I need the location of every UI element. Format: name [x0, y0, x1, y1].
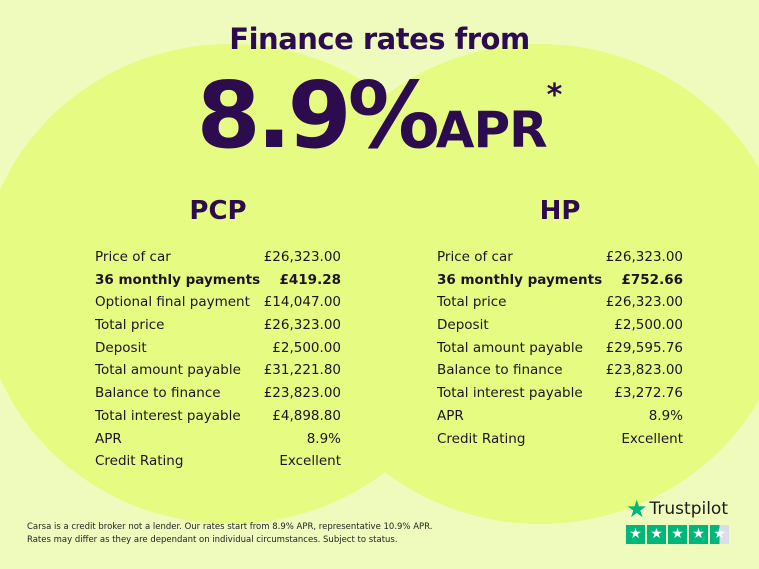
- rate-value: 8.9%: [196, 62, 440, 169]
- table-row: Balance to finance £23,823.00: [95, 382, 341, 405]
- table-row: Total interest payable £4,898.80: [95, 405, 341, 428]
- row-label: Deposit: [95, 339, 147, 356]
- table-row: Price of car £26,323.00: [437, 246, 683, 269]
- table-row: Optional final payment £14,047.00: [95, 291, 341, 314]
- table-row: Credit Rating Excellent: [95, 450, 341, 473]
- row-value: £14,047.00: [263, 294, 341, 311]
- row-value: £26,323.00: [263, 317, 341, 334]
- hp-heading: HP: [539, 196, 581, 226]
- row-value: 8.9%: [306, 430, 341, 447]
- disclaimer-line-1: Carsa is a credit broker not a lender. O…: [27, 522, 433, 532]
- row-value: £4,898.80: [272, 407, 341, 424]
- row-label: Total price: [95, 317, 165, 334]
- decor-circle-right: [290, 44, 759, 524]
- table-row: APR 8.9%: [95, 428, 341, 451]
- trustpilot-badge: ★ Trustpilot ★ ★ ★ ★ ★: [626, 495, 729, 544]
- row-value: £419.28: [279, 271, 342, 288]
- row-value: Excellent: [279, 453, 341, 470]
- row-value: Excellent: [621, 430, 683, 447]
- row-value: £26,323.00: [605, 294, 683, 311]
- row-value: 8.9%: [648, 407, 683, 424]
- row-label: Price of car: [95, 249, 171, 265]
- trustpilot-name: Trustpilot: [649, 499, 728, 519]
- headline-rate: 8.9%APR*: [0, 62, 759, 169]
- row-value: £2,500.00: [272, 339, 341, 356]
- asterisk: *: [546, 78, 563, 113]
- row-label: Balance to finance: [95, 385, 221, 402]
- row-value: £29,595.76: [605, 339, 683, 356]
- table-row: Balance to finance £23,823.00: [437, 359, 683, 382]
- rating-star-icon: ★: [689, 525, 708, 544]
- row-value: £752.66: [621, 271, 684, 288]
- row-value: £2,500.00: [614, 317, 683, 334]
- row-label: 36 monthly payments: [95, 271, 261, 288]
- row-label: Balance to finance: [437, 362, 563, 379]
- trustpilot-logo: ★ Trustpilot: [626, 495, 729, 523]
- table-row: Total price £26,323.00: [95, 314, 341, 337]
- apr-label: APR: [435, 101, 548, 159]
- table-row: Total interest payable £3,272.76: [437, 382, 683, 405]
- row-label: Credit Rating: [437, 430, 526, 447]
- disclaimer: Carsa is a credit broker not a lender. O…: [27, 521, 432, 547]
- row-value: £23,823.00: [605, 362, 683, 379]
- rating-star-icon: ★: [668, 525, 687, 544]
- row-label: APR: [95, 430, 122, 447]
- table-row: Total amount payable £31,221.80: [95, 359, 341, 382]
- row-value: £31,221.80: [263, 362, 341, 379]
- star-icon: ★: [626, 495, 648, 523]
- table-row: 36 monthly payments £752.66: [437, 269, 683, 292]
- rating-star-icon: ★: [647, 525, 666, 544]
- row-label: Price of car: [437, 249, 513, 265]
- trustpilot-rating: ★ ★ ★ ★ ★: [626, 525, 729, 544]
- hp-panel: HP Price of car £26,323.00 36 monthly paym…: [437, 196, 683, 450]
- row-label: Total price: [437, 294, 507, 311]
- table-row: Deposit £2,500.00: [95, 337, 341, 360]
- row-value: £3,272.76: [614, 385, 683, 402]
- rating-star-icon: ★: [710, 525, 729, 544]
- row-value: £23,823.00: [263, 385, 341, 402]
- table-row: Total price £26,323.00: [437, 291, 683, 314]
- row-label: APR: [437, 407, 464, 424]
- row-value: £26,323.00: [263, 249, 341, 265]
- row-label: Total amount payable: [95, 362, 241, 379]
- row-label: 36 monthly payments: [437, 271, 603, 288]
- row-label: Total interest payable: [95, 407, 241, 424]
- row-label: Credit Rating: [95, 453, 184, 470]
- pcp-panel: PCP Price of car £26,323.00 36 monthly pay…: [95, 196, 341, 473]
- row-label: Optional final payment: [95, 294, 250, 311]
- disclaimer-line-2: Rates may differ as they are dependant o…: [27, 535, 398, 545]
- table-row: Credit Rating Excellent: [437, 428, 683, 451]
- row-label: Deposit: [437, 317, 489, 334]
- table-row: APR 8.9%: [437, 405, 683, 428]
- table-row: 36 monthly payments £419.28: [95, 269, 341, 292]
- row-label: Total amount payable: [437, 339, 583, 356]
- row-label: Total interest payable: [437, 385, 583, 402]
- page-title: Finance rates from: [229, 22, 530, 56]
- table-row: Total amount payable £29,595.76: [437, 337, 683, 360]
- table-row: Deposit £2,500.00: [437, 314, 683, 337]
- pcp-heading: PCP: [189, 196, 247, 226]
- row-value: £26,323.00: [605, 249, 683, 265]
- table-row: Price of car £26,323.00: [95, 246, 341, 269]
- rating-star-icon: ★: [626, 525, 645, 544]
